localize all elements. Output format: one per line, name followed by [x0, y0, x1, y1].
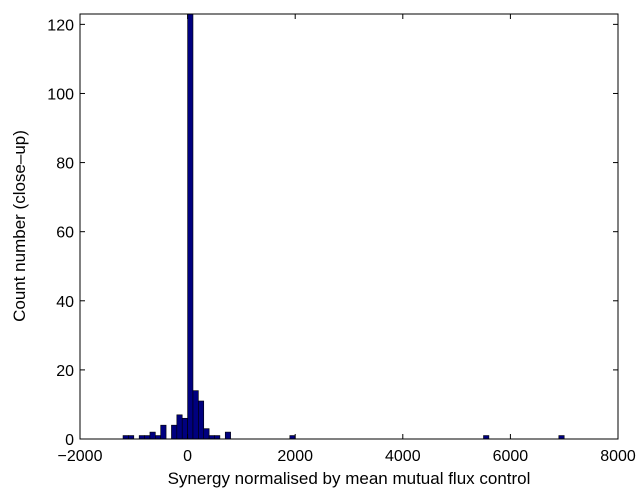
x-tick-label-5: 8000 [600, 448, 636, 465]
histogram-bar-4 [150, 432, 155, 439]
histogram-bar-15 [209, 436, 214, 439]
y-tick-label-3: 60 [56, 225, 74, 242]
y-tick-label-5: 100 [47, 86, 74, 103]
x-axis-label: Synergy normalised by mean mutual flux c… [168, 469, 531, 488]
histogram-bar-11 [188, 14, 193, 439]
y-tick-label-0: 0 [65, 432, 74, 449]
histogram-bar-16 [215, 436, 220, 439]
histogram-bar-17 [225, 432, 230, 439]
histogram-bar-0 [123, 436, 128, 439]
y-axis-label: Count number (close–up) [10, 130, 29, 322]
histogram-bar-5 [155, 436, 160, 439]
y-tick-label-6: 120 [47, 17, 74, 34]
plot-area [80, 14, 618, 439]
x-tick-label-4: 6000 [493, 448, 529, 465]
histogram-bar-2 [139, 436, 144, 439]
histogram-bar-8 [171, 425, 176, 439]
histogram-bar-12 [193, 391, 198, 439]
y-tick-label-1: 20 [56, 363, 74, 380]
x-tick-label-2: 2000 [277, 448, 313, 465]
histogram-bar-6 [161, 425, 166, 439]
histogram-bar-1 [128, 436, 133, 439]
x-tick-label-3: 4000 [385, 448, 421, 465]
histogram-bar-9 [177, 415, 182, 439]
histogram-bar-19 [484, 436, 489, 439]
histogram-bar-13 [198, 401, 203, 439]
histogram-bar-14 [204, 429, 209, 439]
x-tick-label-0: −2000 [58, 448, 103, 465]
histogram-bar-18 [290, 436, 295, 439]
histogram-bar-20 [559, 436, 564, 439]
x-tick-label-1: 0 [183, 448, 192, 465]
histogram-bar-10 [182, 418, 187, 439]
y-tick-label-2: 40 [56, 294, 74, 311]
histogram-bar-3 [145, 436, 150, 439]
y-tick-label-4: 80 [56, 156, 74, 173]
